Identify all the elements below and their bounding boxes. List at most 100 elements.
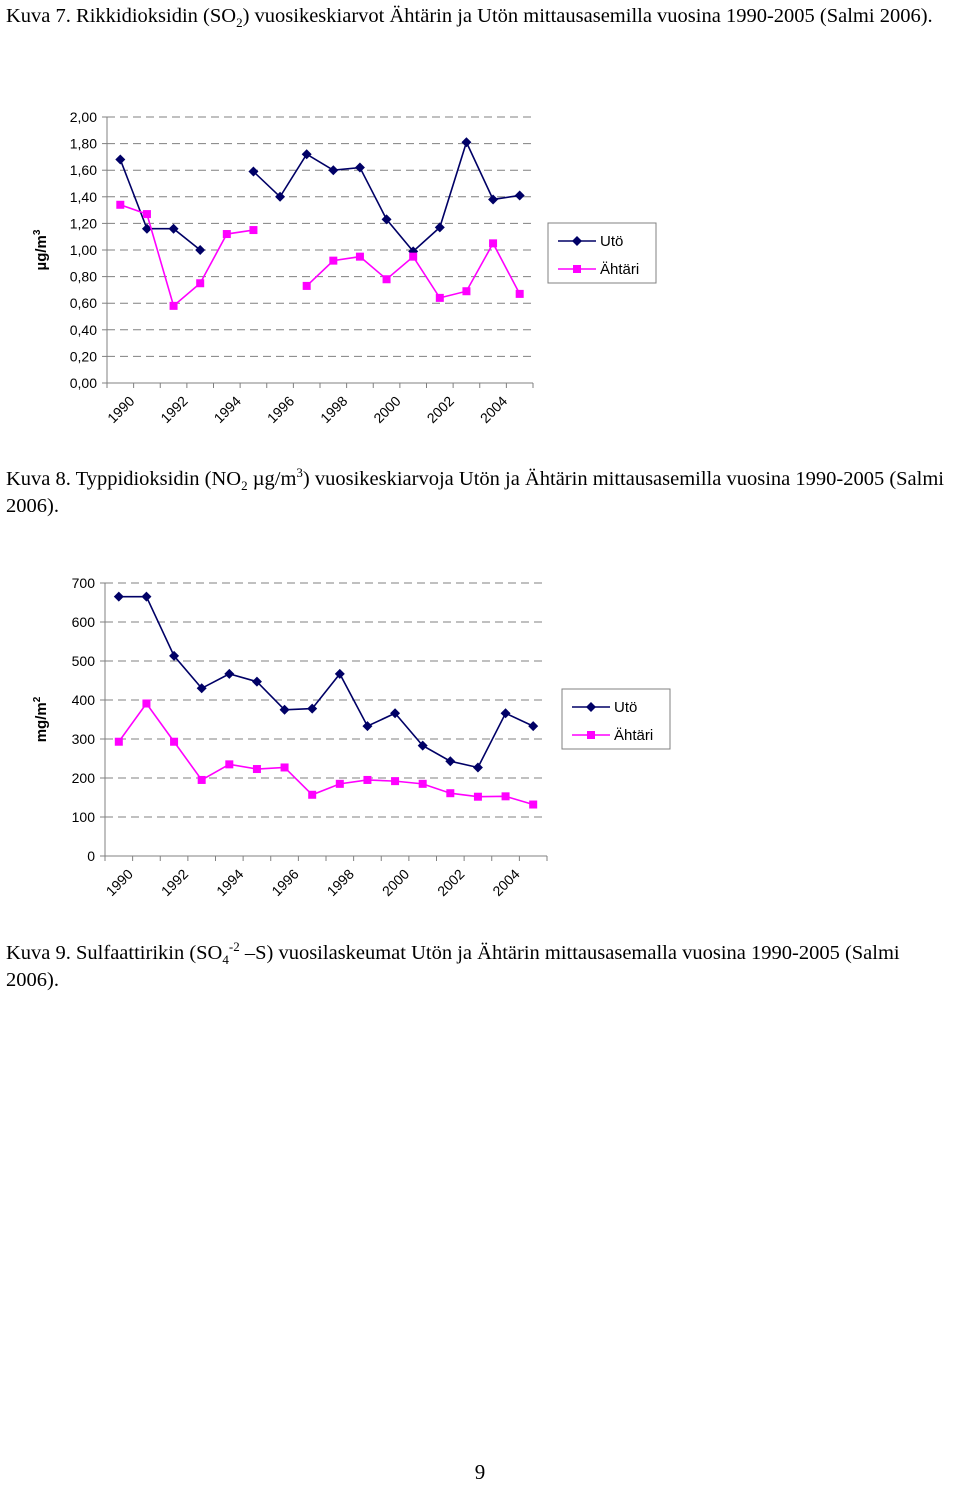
so2-series-uto-point bbox=[301, 149, 312, 160]
so4-series-ahtari-point bbox=[280, 763, 289, 772]
so4-series-ahtari-point bbox=[446, 789, 455, 798]
so4-series-ahtari-point bbox=[252, 765, 261, 774]
so4-y-axis-title-sup: 2 bbox=[32, 696, 43, 702]
so4-series-ahtari-point bbox=[335, 779, 344, 788]
so4-series-uto bbox=[113, 591, 539, 773]
so2-series-ahtari-point bbox=[435, 293, 444, 302]
so2-y-tick-label: 1,80 bbox=[70, 136, 97, 152]
so4-series-uto-point bbox=[528, 721, 539, 732]
so2-y-tick-label: 0,40 bbox=[70, 322, 97, 338]
so2-series-ahtari-point bbox=[462, 287, 471, 296]
so2-x-tick-label: 1994 bbox=[211, 393, 244, 426]
so2-series-uto-point bbox=[141, 223, 152, 234]
so2-series-uto-line bbox=[119, 159, 201, 251]
so4-legend-marker-ahtari bbox=[587, 731, 595, 739]
so4-series-uto-point bbox=[224, 668, 235, 679]
so4-x-tick-label: 2000 bbox=[379, 866, 412, 899]
so2-y-axis-title-base: µg/m bbox=[33, 235, 50, 270]
so4-series-ahtari-point bbox=[363, 775, 372, 784]
so4-y-tick-label: 600 bbox=[72, 614, 96, 630]
figure-8-caption: Kuva 8. Typpidioksidin (NO2 µg/m3) vuosi… bbox=[6, 465, 944, 517]
so2-series-uto-point bbox=[328, 165, 339, 176]
so2-x-tick-label: 2000 bbox=[370, 393, 403, 426]
so4-series-uto-point bbox=[390, 708, 401, 719]
so2-series-uto-point bbox=[354, 162, 365, 173]
so2-series-uto-point bbox=[248, 166, 259, 177]
so2-series-ahtari-point bbox=[515, 289, 524, 298]
so4-legend-label-ahtari: Ähtäri bbox=[614, 727, 653, 744]
so2-series-ahtari-point bbox=[489, 239, 498, 248]
so4-legend-label-uto: Utö bbox=[614, 699, 637, 716]
so4-x-tick-label: 1990 bbox=[103, 866, 136, 899]
so2-x-tick-label: 1990 bbox=[104, 393, 137, 426]
so4-y-axis-title-base: mg/m bbox=[33, 702, 50, 742]
so4-series-uto-point bbox=[251, 676, 262, 687]
so2-series-uto-point bbox=[434, 222, 445, 233]
so4-y-tick-label: 100 bbox=[72, 809, 96, 825]
so4-legend-marker-uto bbox=[586, 702, 596, 712]
so2-y-tick-label: 2,00 bbox=[70, 109, 97, 125]
so4-series-uto-point bbox=[417, 740, 428, 751]
so4-y-tick-label: 700 bbox=[72, 575, 96, 591]
so2-series-ahtari-point bbox=[355, 252, 364, 261]
so2-y-tick-label: 1,20 bbox=[70, 215, 97, 231]
so4-series-ahtari-point bbox=[170, 737, 179, 746]
so2-series-ahtari-point bbox=[116, 200, 125, 209]
so2-x-tick-label: 1998 bbox=[317, 393, 350, 426]
so2-legend-box bbox=[547, 222, 657, 284]
so4-series-ahtari-point bbox=[114, 737, 123, 746]
so4-series-uto-point bbox=[141, 591, 152, 602]
so2-series-ahtari-point bbox=[382, 275, 391, 284]
so2-legend-marker-uto bbox=[572, 236, 582, 246]
so4-y-tick-label: 500 bbox=[72, 653, 96, 669]
so2-chart: 0,00 0,20 0,40 0,60 0,80 1,00 1,20 1,40 1,60 1,80… bbox=[32, 109, 657, 426]
so2-y-tick-label: 1,00 bbox=[70, 242, 97, 258]
so4-series-uto-point bbox=[279, 704, 290, 715]
so2-y-tick-label: 1,40 bbox=[70, 189, 97, 205]
page-number: 9 bbox=[474, 1460, 486, 1484]
so4-y-tick-label: 300 bbox=[72, 731, 96, 747]
so2-legend-label-uto: Utö bbox=[600, 233, 623, 250]
so4-gridlines bbox=[105, 582, 547, 818]
so2-series-uto-point bbox=[381, 214, 392, 225]
so2-x-tick-label: 2002 bbox=[424, 393, 457, 426]
so2-x-tick-label: 2004 bbox=[477, 393, 510, 426]
so4-x-tick-label: 1992 bbox=[158, 866, 191, 899]
so2-series-ahtari-point bbox=[169, 301, 178, 310]
so2-series-uto-point bbox=[488, 194, 499, 205]
so4-x-tick-label: 1994 bbox=[213, 866, 246, 899]
so2-series-ahtari-point bbox=[302, 281, 311, 290]
so4-series-uto-point bbox=[500, 708, 511, 719]
so4-series-ahtari-point bbox=[197, 775, 206, 784]
so4-series-ahtari-point bbox=[225, 760, 234, 769]
so4-series-ahtari-point bbox=[308, 790, 317, 799]
so2-series-uto-point bbox=[168, 223, 179, 234]
so2-series-ahtari-point bbox=[249, 226, 258, 235]
so2-series-ahtari-point bbox=[196, 279, 205, 288]
so2-y-tick-label: 0,80 bbox=[70, 269, 97, 285]
so4-series-ahtari-point bbox=[473, 792, 482, 801]
so4-y-tick-label: 200 bbox=[72, 770, 96, 786]
so2-series-ahtari-point bbox=[142, 210, 151, 219]
so2-series-ahtari-line bbox=[120, 204, 254, 308]
so4-y-tick-label: 400 bbox=[72, 692, 96, 708]
so4-series-ahtari-point bbox=[501, 792, 510, 801]
so4-x-tick-label: 2004 bbox=[489, 866, 522, 899]
so4-x-tick-label: 1998 bbox=[324, 866, 357, 899]
figure-7-caption: Kuva 7. Rikkidioksidin (SO2) vuosikeskia… bbox=[6, 5, 933, 31]
so2-series-ahtari-point bbox=[222, 230, 231, 239]
so4-series-ahtari-line bbox=[118, 702, 534, 806]
so4-series-uto-point bbox=[196, 683, 207, 694]
so4-series-uto-point bbox=[169, 650, 180, 661]
so2-x-tick-label: 1996 bbox=[264, 393, 297, 426]
so2-series-uto-point bbox=[275, 191, 286, 202]
so2-legend-marker-ahtari bbox=[573, 265, 581, 273]
so2-x-tick-label: 1992 bbox=[157, 393, 190, 426]
so2-y-axis-title: µg/m3 bbox=[32, 229, 50, 270]
so4-series-ahtari bbox=[114, 699, 538, 809]
so4-series-uto-point bbox=[307, 703, 318, 714]
so2-legend-label-ahtari: Ähtäri bbox=[600, 261, 639, 278]
so4-y-axis-title: mg/m2 bbox=[32, 696, 50, 742]
so4-series-uto-point bbox=[113, 591, 124, 602]
so2-y-tick-label: 0,20 bbox=[70, 348, 97, 364]
